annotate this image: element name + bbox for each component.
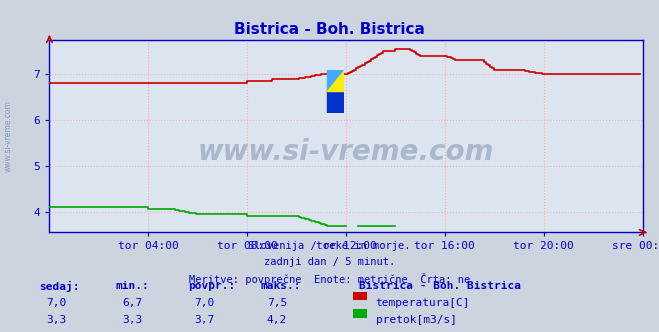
Text: maks.:: maks.: <box>260 281 301 290</box>
Text: sedaj:: sedaj: <box>40 281 80 291</box>
Text: 7,0: 7,0 <box>46 298 67 308</box>
Text: 3,3: 3,3 <box>122 315 142 325</box>
Text: pretok[m3/s]: pretok[m3/s] <box>376 315 457 325</box>
Text: www.si-vreme.com: www.si-vreme.com <box>198 137 494 166</box>
Text: 4,2: 4,2 <box>267 315 287 325</box>
Text: povpr.:: povpr.: <box>188 281 235 290</box>
Text: 3,7: 3,7 <box>194 315 215 325</box>
Text: Bistrica - Boh. Bistrica: Bistrica - Boh. Bistrica <box>234 22 425 37</box>
Text: www.si-vreme.com: www.si-vreme.com <box>3 100 13 172</box>
Text: 7,0: 7,0 <box>194 298 215 308</box>
Text: Slovenija / reke in morje.: Slovenija / reke in morje. <box>248 241 411 251</box>
Text: 7,5: 7,5 <box>267 298 287 308</box>
Text: 6,7: 6,7 <box>122 298 142 308</box>
Polygon shape <box>327 70 344 91</box>
Text: 3,3: 3,3 <box>46 315 67 325</box>
Text: Meritve: povprečne  Enote: metrične  Črta: ne: Meritve: povprečne Enote: metrične Črta:… <box>189 273 470 285</box>
Text: zadnji dan / 5 minut.: zadnji dan / 5 minut. <box>264 257 395 267</box>
Polygon shape <box>327 70 344 91</box>
Text: Bistrica - Boh. Bistrica: Bistrica - Boh. Bistrica <box>359 281 521 290</box>
Text: min.:: min.: <box>115 281 149 290</box>
Text: temperatura[C]: temperatura[C] <box>376 298 470 308</box>
Polygon shape <box>327 91 344 113</box>
